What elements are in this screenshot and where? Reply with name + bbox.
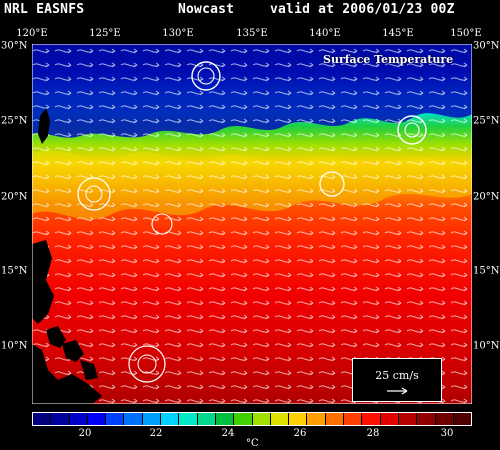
sst-map (32, 44, 472, 404)
colorbar-swatch (51, 413, 70, 425)
lon-label-135e: 135°E (236, 28, 268, 39)
model-name: NRL EASNFS (4, 2, 85, 17)
lon-label-145e: 145°E (382, 28, 414, 39)
lat-label-left-15n: 15°N (1, 265, 28, 277)
colorbar-swatch (398, 413, 418, 425)
lat-label-left-30n: 30°N (1, 40, 28, 52)
colorbar-swatch (234, 413, 253, 425)
lon-label-120e: 120°E (16, 28, 48, 39)
plot-title: Surface Temperature (323, 53, 454, 66)
luzon-land (32, 240, 54, 324)
lat-label-right-25n: 25°N (473, 115, 500, 127)
colorbar-tick-24: 24 (221, 428, 235, 439)
taiwan-land (38, 108, 50, 144)
vector-scale-label: 25 cm/s (375, 369, 419, 382)
colorbar-swatch (106, 413, 125, 425)
colorbar-swatch (270, 413, 290, 425)
colorbar-swatch (453, 413, 472, 425)
island-land (46, 326, 66, 348)
lat-label-right-15n: 15°N (473, 265, 500, 277)
colorbar-swatch (87, 413, 107, 425)
lon-label-140e: 140°E (309, 28, 341, 39)
lat-label-left-25n: 25°N (1, 115, 28, 127)
lat-label-right-30n: 30°N (473, 40, 500, 52)
colorbar-swatch (417, 413, 436, 425)
colorbar-swatch (69, 413, 88, 425)
colorbar-swatch (344, 413, 363, 425)
temperature-colorbar (32, 412, 472, 426)
lat-label-right-20n: 20°N (473, 191, 500, 203)
colorbar-swatch (325, 413, 345, 425)
product-name: Nowcast (178, 2, 235, 17)
colorbar-swatch (380, 413, 399, 425)
lat-label-right-10n: 10°N (473, 340, 500, 352)
mindanao-land (32, 344, 102, 404)
colorbar-tick-22: 22 (149, 428, 163, 439)
vector-scale-legend: 25 cm/s (352, 358, 442, 402)
valid-time: valid at 2006/01/23 00Z (270, 2, 455, 17)
colorbar-swatch (215, 413, 235, 425)
colorbar-tick-30: 30 (440, 428, 454, 439)
colorbar-swatch (435, 413, 454, 425)
colorbar-swatch (362, 413, 381, 425)
colorbar-swatch (161, 413, 180, 425)
colorbar-tick-26: 26 (293, 428, 307, 439)
colorbar-swatch (289, 413, 308, 425)
colorbar-swatch (197, 413, 216, 425)
colorbar-swatch (179, 413, 198, 425)
island-land (80, 360, 98, 380)
colorbar-swatch (252, 413, 271, 425)
colorbar-tick-28: 28 (366, 428, 380, 439)
colorbar-swatch (33, 413, 52, 425)
lon-label-125e: 125°E (89, 28, 121, 39)
lat-label-left-10n: 10°N (1, 340, 28, 352)
colorbar-swatch (142, 413, 162, 425)
vector-scale-arrow-icon (387, 387, 408, 395)
colorbar-unit: °C (246, 438, 259, 449)
lat-label-left-20n: 20°N (1, 191, 28, 203)
colorbar-tick-20: 20 (78, 428, 92, 439)
island-land (62, 340, 84, 362)
lon-label-150e: 150°E (450, 28, 482, 39)
lon-label-130e: 130°E (162, 28, 194, 39)
colorbar-swatch (124, 413, 143, 425)
colorbar-swatch (307, 413, 326, 425)
